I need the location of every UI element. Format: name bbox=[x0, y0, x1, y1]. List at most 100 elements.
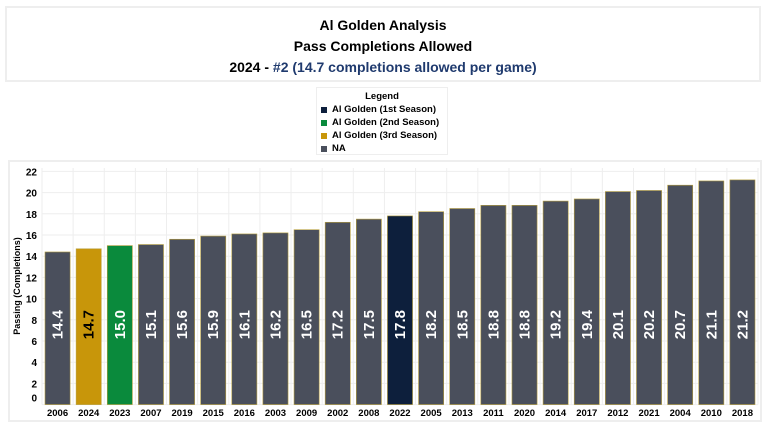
x-tick-label: 2008 bbox=[358, 408, 379, 419]
x-tick-label: 2019 bbox=[172, 408, 193, 419]
y-tick-label: 22 bbox=[26, 167, 38, 178]
y-tick-label: 2 bbox=[31, 379, 37, 390]
legend-swatch bbox=[321, 132, 327, 139]
data-label: 16.1 bbox=[236, 310, 253, 339]
y-tick-label: 10 bbox=[26, 295, 38, 306]
x-tick-label: 2012 bbox=[607, 408, 628, 419]
bar-2007 bbox=[138, 244, 164, 405]
bar-2021 bbox=[636, 190, 662, 405]
data-label: 16.2 bbox=[267, 310, 284, 339]
x-tick-label: 2018 bbox=[732, 408, 753, 419]
x-tick-label: 2015 bbox=[203, 408, 225, 419]
x-tick-label: 2013 bbox=[452, 408, 473, 419]
x-tick-label: 2011 bbox=[483, 408, 504, 419]
legend-label: Al Golden (1st Season) bbox=[332, 104, 436, 115]
x-tick-label: 2024 bbox=[78, 408, 100, 419]
bar-2019 bbox=[169, 238, 195, 405]
data-label: 15.1 bbox=[143, 310, 160, 339]
legend-label: Al Golden (2nd Season) bbox=[332, 117, 440, 128]
y-tick-label: 8 bbox=[31, 316, 37, 327]
bar-2008 bbox=[356, 218, 382, 405]
legend-label: NA bbox=[332, 143, 346, 154]
bar-2023 bbox=[106, 245, 133, 405]
data-label: 19.2 bbox=[548, 310, 565, 339]
bar-2003 bbox=[262, 232, 289, 405]
y-tick-label: 14 bbox=[26, 252, 38, 263]
y-tick-label: 6 bbox=[31, 337, 37, 348]
bar-2015 bbox=[200, 235, 227, 405]
bar-2010 bbox=[698, 180, 725, 405]
data-label: 17.5 bbox=[361, 310, 378, 339]
bar-2016 bbox=[231, 233, 258, 405]
data-label: 19.4 bbox=[579, 309, 596, 339]
bar-2018 bbox=[729, 179, 756, 405]
legend-item: Al Golden (3rd Season) bbox=[321, 129, 443, 142]
bar-2013 bbox=[449, 208, 476, 405]
legend-swatch bbox=[321, 145, 327, 152]
x-tick-label: 2021 bbox=[638, 408, 660, 419]
y-tick-label: 18 bbox=[26, 210, 38, 221]
x-tick-label: 2004 bbox=[670, 408, 692, 419]
title-box: Al Golden Analysis Pass Completions Allo… bbox=[5, 6, 761, 82]
x-tick-label: 2014 bbox=[545, 408, 567, 419]
x-tick-label: 2016 bbox=[234, 408, 255, 419]
x-tick-label: 2002 bbox=[327, 408, 348, 419]
data-label: 20.7 bbox=[672, 310, 689, 339]
chart-frame bbox=[8, 160, 762, 422]
data-label: 18.8 bbox=[485, 310, 502, 339]
x-tick-label: 2006 bbox=[47, 408, 68, 419]
data-label: 20.1 bbox=[610, 310, 627, 339]
bar-2014 bbox=[542, 200, 569, 405]
chart-subtitle: Pass Completions Allowed bbox=[293, 38, 473, 54]
legend-title: Legend bbox=[365, 91, 399, 102]
data-label: 17.8 bbox=[392, 310, 409, 339]
bar-2005 bbox=[418, 211, 444, 405]
bar-2004 bbox=[667, 184, 694, 405]
legend-item: Al Golden (2nd Season) bbox=[321, 116, 443, 129]
bar-2002 bbox=[324, 221, 351, 405]
bar-2011 bbox=[480, 205, 507, 405]
x-tick-label: 2020 bbox=[514, 408, 535, 419]
bar-2024 bbox=[75, 248, 102, 405]
data-label: 18.5 bbox=[454, 310, 471, 339]
x-tick-label: 2010 bbox=[701, 408, 722, 419]
legend-item: NA bbox=[321, 142, 443, 155]
x-tick-label: 2003 bbox=[265, 408, 286, 419]
data-label: 15.9 bbox=[205, 310, 222, 339]
x-tick-label: 2017 bbox=[576, 408, 597, 419]
data-label: 14.4 bbox=[50, 309, 67, 339]
data-label: 21.2 bbox=[734, 310, 751, 339]
bar-2012 bbox=[605, 191, 631, 405]
y-tick-label: 12 bbox=[26, 273, 38, 284]
x-tick-label: 2023 bbox=[109, 408, 130, 419]
y-axis-label: Passing (Completions) bbox=[12, 237, 22, 335]
legend-label: Al Golden (3rd Season) bbox=[332, 130, 438, 141]
data-label: 14.7 bbox=[81, 310, 98, 339]
bar-2017 bbox=[573, 198, 600, 405]
bar-2022 bbox=[387, 215, 413, 405]
summary-rank: #2 (14.7 completions allowed per game) bbox=[272, 59, 537, 75]
bar-2020 bbox=[511, 205, 538, 405]
chart-summary: 2024 - #2 (14.7 completions allowed per … bbox=[7, 57, 759, 78]
legend-item: Al Golden (1st Season) bbox=[321, 103, 443, 116]
data-label: 18.2 bbox=[423, 310, 440, 339]
bar-2009 bbox=[293, 229, 320, 405]
data-label: 15.0 bbox=[112, 310, 129, 339]
chart-title: Al Golden Analysis bbox=[319, 17, 447, 33]
x-tick-label: 2005 bbox=[421, 408, 443, 419]
legend-swatch bbox=[321, 119, 327, 126]
y-tick-label: 20 bbox=[26, 189, 38, 200]
data-label: 20.2 bbox=[641, 310, 658, 339]
x-tick-label: 2022 bbox=[389, 408, 410, 419]
summary-year: 2024 - bbox=[229, 59, 273, 75]
y-tick-label: 4 bbox=[31, 358, 37, 369]
y-tick-label: 16 bbox=[26, 231, 38, 242]
y-tick-label: 0 bbox=[31, 394, 37, 405]
data-label: 16.5 bbox=[299, 310, 316, 339]
x-tick-label: 2009 bbox=[296, 408, 317, 419]
bar-2006 bbox=[44, 251, 71, 405]
data-label: 18.8 bbox=[517, 310, 534, 339]
data-label: 17.2 bbox=[330, 310, 347, 339]
legend: Legend Al Golden (1st Season) Al Golden … bbox=[316, 87, 448, 155]
